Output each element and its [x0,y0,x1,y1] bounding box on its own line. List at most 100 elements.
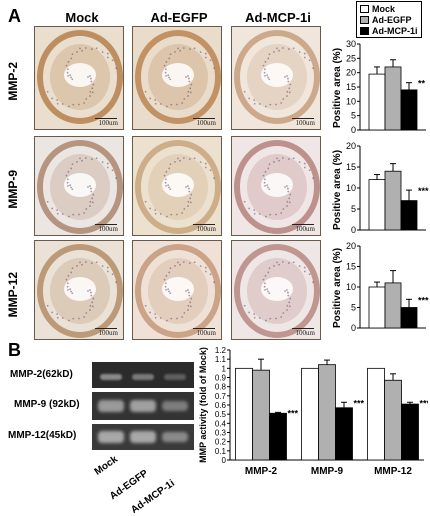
y-axis-label: Positive area (%) [332,48,343,128]
panel-letter-b: B [8,340,21,360]
y-tick-label: 1 [222,364,227,373]
significance-marker: *** [418,295,429,305]
micrograph-mmp-2-ad-egfp: 100um [132,26,222,130]
blot-strip-mmp-9 [92,392,194,420]
bar-mock [368,286,386,329]
scale-label: 100um [295,225,315,233]
y-tick-label: 0 [351,323,356,333]
significance-marker: *** [420,398,429,408]
micrograph-mmp-12-mock: 100um [34,240,124,340]
y-axis-label: Positive area (%) [332,248,343,328]
bar-mock [368,179,386,231]
scale-label: 100um [98,225,118,233]
y-tick-label: 1.1 [215,355,227,364]
scale-label: 100um [295,329,315,337]
micrograph-mmp-9-ad-mcp-1i: 100um [231,136,321,236]
significance-marker: *** [288,408,299,418]
mmp-12-positive-area-chart: Positive area (%) 0 5 10 15 20 *** [332,241,429,333]
bar-ad-egfp [252,369,270,461]
scale-bar [95,118,117,119]
y-tick-label: 0.6 [215,401,227,410]
y-tick-label: 0.9 [215,374,227,383]
y-axis-label: Positive area (%) [332,150,343,230]
micrograph-mmp-2-mock: 100um [34,26,124,130]
bar-ad-mcp-1i [400,307,418,329]
bar-ad-mcp-1i [401,403,419,461]
scale-label: 100um [98,329,118,337]
legend-item-ad-egfp: Ad-EGFP [360,14,418,25]
y-tick-label: 5 [351,111,356,121]
y-tick-label: 5 [351,303,356,313]
bar-ad-egfp [384,282,402,329]
micrograph-mmp-12-ad-egfp: 100um [132,240,222,340]
legend-item-ad-mcp-1i: Ad-MCP-1i [360,25,418,36]
bar-ad-mcp-1i [335,407,353,461]
column-header-ad-mcp-1i: Ad-MCP-1i [245,10,311,25]
scale-bar [193,118,215,119]
blot-band [130,431,156,443]
legend-swatch-ad-mcp-1i [360,26,369,35]
panel-letter-a: A [8,6,21,26]
blot-band [130,400,156,412]
x-tick-label: MMP-12 [374,466,412,477]
lane-label-mock: Mock [92,454,120,478]
blot-band [164,374,186,380]
y-tick-label: 0 [351,225,356,235]
bar-mock [301,367,319,461]
bar-ad-egfp [384,379,402,461]
mmp-9-positive-area-chart: Positive area (%) 0 5 10 15 20 *** [332,141,429,235]
legend-swatch-mock [360,4,369,13]
scale-bar [95,328,117,329]
tissue-section-image [234,30,320,124]
column-header-ad-egfp: Ad-EGFP [150,10,208,25]
significance-marker: *** [418,186,429,196]
bar-mock [368,73,386,131]
blot-band [162,401,188,411]
micrograph-mmp-12-ad-mcp-1i: 100um [231,240,321,340]
blot-label-mmp-9: MMP-9 (92kD) [14,399,80,410]
blot-label-mmp-12: MMP-12(45kD) [8,430,77,441]
y-tick-label: 0 [351,125,356,135]
y-axis-label: MMP activity (fold of Mock) [198,347,208,463]
tissue-section-image [234,140,320,234]
x-tick-label: MMP-9 [311,466,344,477]
y-tick-label: 15 [346,162,356,172]
micrograph-mmp-9-ad-egfp: 100um [132,136,222,236]
mmp-activity-chart: MMP activity (fold of Mock) 00.10.20.30.4… [198,346,429,477]
scale-bar [292,118,314,119]
y-tick-label: 0.5 [215,410,227,419]
significance-marker: ** [418,79,426,89]
tissue-section-image [37,30,123,124]
significance-marker: *** [354,398,365,408]
row-header-mmp-9: MMP-9 [6,170,20,209]
y-tick-label: 0.3 [215,429,227,438]
blot-band [132,374,154,380]
blot-strip-mmp-12 [92,424,194,450]
y-tick-label: 30 [346,39,356,49]
blot-strip-mmp-2 [92,362,194,388]
legend-swatch-ad-egfp [360,15,369,24]
bar-ad-egfp [384,66,402,131]
blot-band [98,400,124,412]
blot-label-mmp-2: MMP-2(62kD) [10,369,73,380]
y-tick-label: 0.7 [215,392,227,401]
y-tick-label: 15 [346,82,356,92]
tissue-section-image [135,30,221,124]
scale-label: 100um [196,225,216,233]
scale-label: 100um [196,119,216,127]
bar-mock [367,367,385,461]
y-tick-label: 20 [346,241,356,251]
scale-label: 100um [98,119,118,127]
scale-bar [292,328,314,329]
blot-band [100,374,122,380]
legend-label: Ad-EGFP [372,14,412,25]
bar-ad-mcp-1i [400,89,418,131]
y-tick-label: 10 [346,282,356,292]
y-tick-label: 0.8 [215,383,227,392]
x-tick-label: MMP-2 [245,466,278,477]
scale-bar [193,224,215,225]
y-tick-label: 10 [346,96,356,106]
y-tick-label: 1.2 [215,346,227,355]
tissue-section-image [135,140,221,234]
tissue-section-image [37,244,123,338]
